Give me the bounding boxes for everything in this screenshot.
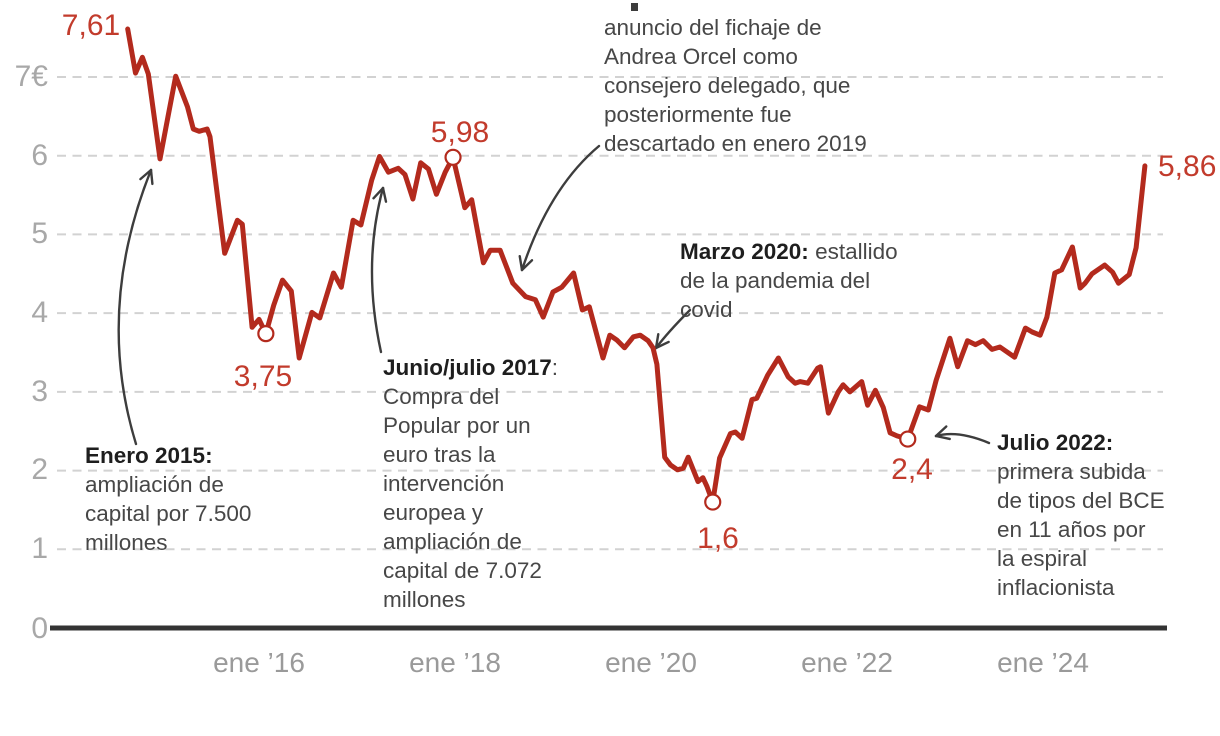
annotation-line: consejero delegado, que — [604, 73, 851, 98]
x-axis-label-ene16: ene ’16 — [213, 647, 305, 678]
annotation-line: anuncio del fichaje de — [604, 15, 822, 40]
annotation-line: de la pandemia del — [680, 268, 871, 293]
x-axis-label-ene20: ene ’20 — [605, 647, 697, 678]
price-line — [125, 26, 1148, 505]
annotation-line: Popular por un — [383, 413, 531, 438]
value-label-start: 7,61 — [61, 9, 121, 42]
annotation-line: intervención — [383, 471, 505, 496]
annotation-enero-2015: Enero 2015: ampliación de capital por 7.50… — [85, 441, 251, 557]
annotation-line: capital por 7.500 — [85, 501, 252, 526]
annotation-line: capital de 7.072 — [383, 558, 542, 583]
annotation-arrow-orcel-2018 — [520, 144, 601, 272]
annotation-arrow-julio-2022 — [934, 432, 991, 445]
arrowhead-julio-2022 — [934, 434, 951, 441]
annotation-line: Marzo 2020: estallido — [680, 239, 898, 264]
annotation-line: la espiral — [997, 546, 1088, 571]
annotation-line: ampliación de — [383, 529, 522, 554]
y-axis-label-4: 4 — [31, 296, 48, 329]
x-axis-label-ene24: ene ’24 — [997, 647, 1089, 678]
arrowhead-orcel-2018 — [518, 254, 524, 272]
y-axis-label-0: 0 — [31, 612, 48, 645]
annotation-junio-julio-2017: Junio/julio 2017: Compra del Popular por u… — [383, 353, 558, 614]
data-point-marker — [704, 493, 722, 511]
annotation-line: descartado en enero 2019 — [604, 131, 867, 156]
x-axis-label-ene22: ene ’22 — [801, 647, 893, 678]
value-label-peak-2018: 5,98 — [430, 116, 490, 149]
annotation-arrow-enero-2015 — [117, 168, 153, 446]
x-axis-label-ene18: ene ’18 — [409, 647, 501, 678]
annotation-arrow-junio-julio-2017 — [370, 186, 385, 354]
annotation-line: en 11 años por — [997, 517, 1146, 542]
arrowhead-junio-julio-2017 — [372, 186, 385, 200]
annotation-line: Julio 2022: — [997, 430, 1114, 455]
annotation-line: primera subida — [997, 459, 1146, 484]
y-axis-label-6: 6 — [31, 139, 48, 172]
annotation-line: ampliación de — [85, 472, 224, 497]
arrowhead-enero-2015 — [139, 168, 153, 181]
arrowhead-marzo-2020 — [654, 340, 670, 350]
clipped-text-fragment — [631, 3, 638, 11]
annotation-line: covid — [680, 297, 733, 322]
y-axis-label-1: 1 — [31, 532, 48, 565]
data-point-marker — [444, 148, 462, 166]
annotation-arrow-marzo-2020 — [654, 308, 692, 350]
annotation-line: Compra del — [383, 384, 500, 409]
y-axis-label-7: 7€ — [14, 60, 48, 93]
arrowhead-marzo-2020 — [654, 332, 660, 350]
annotation-line: Enero 2015: — [85, 443, 213, 468]
annotation-marzo-2020: Marzo 2020: estallido de la pandemia del c… — [680, 237, 898, 324]
annotation-line: euro tras la — [383, 442, 496, 467]
annotation-line: Junio/julio 2017: — [383, 355, 559, 380]
annotation-line: millones — [85, 530, 168, 555]
arrowhead-enero-2015 — [149, 168, 154, 186]
arrowhead-julio-2022 — [934, 425, 948, 438]
annotation-line: Andrea Orcel como — [604, 44, 798, 69]
y-axis-label-5: 5 — [31, 217, 48, 250]
arrowhead-orcel-2018 — [520, 259, 534, 272]
y-axis-label-2: 2 — [31, 453, 48, 486]
data-point-marker — [257, 325, 275, 343]
annotation-line: europea y — [383, 500, 484, 525]
y-axis-label-3: 3 — [31, 375, 48, 408]
annotation-line: posteriormente fue — [604, 102, 792, 127]
arrowhead-junio-julio-2017 — [381, 186, 388, 203]
value-label-low-2022: 2,4 — [891, 453, 933, 486]
data-point-marker — [899, 430, 917, 448]
value-label-low-2016: 3,75 — [233, 360, 293, 393]
annotation-orcel-2018: anuncio del fichaje de Andrea Orcel como c… — [604, 13, 867, 158]
value-label-end: 5,86 — [1158, 150, 1217, 183]
value-label-low-2020: 1,6 — [697, 522, 739, 555]
annotation-julio-2022: Julio 2022: primera subida de tipos del BC… — [997, 428, 1165, 602]
annotation-line: de tipos del BCE — [997, 488, 1165, 513]
annotation-line: millones — [383, 587, 466, 612]
annotation-line: inflacionista — [997, 575, 1115, 600]
